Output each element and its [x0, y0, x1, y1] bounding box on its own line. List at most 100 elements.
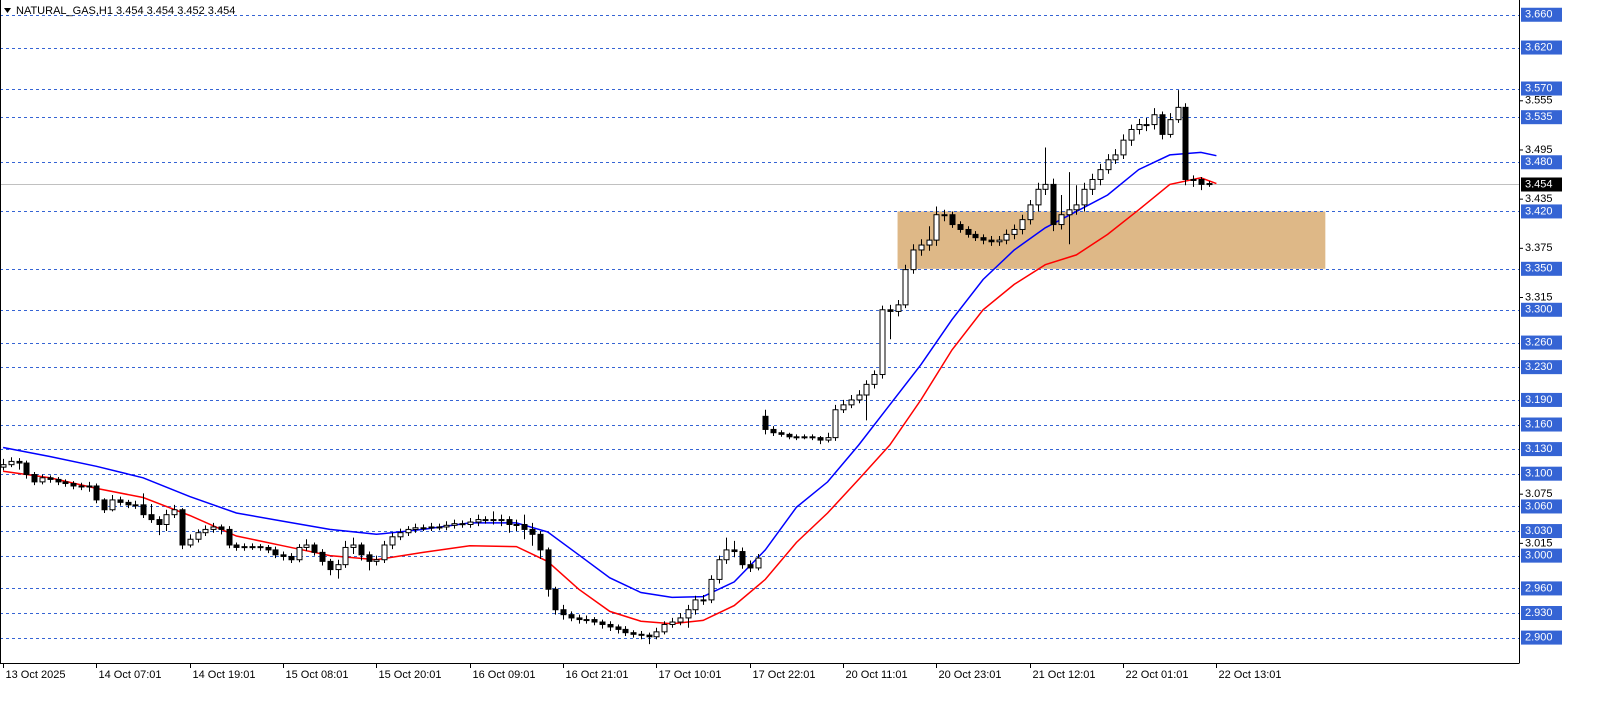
candle-body — [1081, 188, 1088, 206]
candle-body — [311, 544, 318, 553]
x-tick-label: 20 Oct 23:01 — [939, 669, 1002, 681]
candle-body — [949, 214, 956, 226]
candle-body — [241, 546, 248, 549]
candle-body — [1027, 204, 1034, 221]
candle-body — [202, 528, 209, 534]
candle-body — [195, 532, 202, 540]
candle-body — [918, 244, 925, 251]
level-label: 3.000 — [1525, 550, 1553, 562]
candle-body — [498, 519, 505, 522]
level-label-box — [1521, 548, 1562, 563]
y-tick-label: 3.015 — [1525, 537, 1553, 549]
candle-body — [653, 631, 660, 638]
candle-body — [117, 499, 124, 503]
y-tick-label: 3.555 — [1525, 95, 1553, 107]
level-label-box — [1521, 581, 1562, 596]
candle-body — [879, 309, 886, 376]
candle-body — [630, 632, 637, 635]
candle-body — [700, 599, 707, 602]
candle-body — [125, 501, 132, 506]
level-label-box — [1521, 606, 1562, 621]
level-label-box — [1521, 302, 1562, 317]
candle-body — [801, 436, 808, 439]
collapse-icon[interactable] — [4, 8, 11, 13]
level-label-box — [1521, 335, 1562, 350]
candle-body — [163, 514, 170, 525]
candle-body — [187, 538, 194, 546]
level-label: 3.420 — [1525, 205, 1553, 217]
candle-body — [1089, 178, 1096, 190]
candle-body — [1151, 114, 1158, 126]
candle-body — [1058, 214, 1065, 226]
candle-body — [848, 399, 855, 406]
candle-body — [1120, 139, 1127, 156]
candle-body — [723, 549, 730, 561]
candle-body — [716, 559, 723, 580]
candle-body — [972, 233, 979, 239]
candle-body — [1128, 128, 1135, 141]
candle-body — [62, 481, 69, 485]
candle-body — [739, 551, 746, 566]
candle-body — [179, 509, 186, 546]
candle-body — [171, 509, 178, 516]
candle-body — [762, 415, 769, 430]
candle-body — [78, 485, 85, 488]
candle-body — [1198, 178, 1205, 185]
level-label: 3.300 — [1525, 304, 1553, 316]
level-label-box — [1521, 40, 1562, 55]
candle-body — [451, 523, 458, 526]
candle-body — [218, 526, 225, 530]
current-price-box — [1521, 177, 1562, 192]
level-label-box — [1521, 417, 1562, 432]
candle-body — [856, 394, 863, 401]
candle-body — [708, 578, 715, 601]
candle-body — [226, 528, 233, 546]
y-tick-label: 3.075 — [1525, 488, 1553, 500]
candle-body — [1105, 159, 1112, 171]
candle-body — [405, 528, 412, 534]
x-tick-label: 17 Oct 22:01 — [753, 669, 816, 681]
level-label-box — [1521, 392, 1562, 407]
y-tick-label: 3.495 — [1525, 144, 1553, 156]
candle-body — [607, 623, 614, 628]
candle-body — [350, 544, 357, 548]
candle-body — [887, 309, 894, 312]
x-tick-label: 13 Oct 2025 — [6, 669, 66, 681]
candle-body — [436, 526, 443, 529]
candle-body — [583, 619, 590, 622]
zone — [897, 211, 1326, 269]
candle-body — [731, 549, 738, 553]
candle-body — [1143, 124, 1150, 127]
candle-body — [475, 519, 482, 523]
x-tick-label: 22 Oct 13:01 — [1219, 669, 1282, 681]
candle-body — [825, 437, 832, 441]
candle-body — [31, 474, 38, 483]
candle-body — [397, 532, 404, 538]
level-label: 3.480 — [1525, 156, 1553, 168]
candle-body — [335, 564, 342, 571]
candle-body — [529, 528, 536, 535]
candle-body — [319, 551, 326, 562]
candle-body — [638, 633, 645, 636]
level-label: 3.350 — [1525, 263, 1553, 275]
x-tick-label: 16 Oct 21:01 — [566, 669, 629, 681]
candle-body — [1206, 183, 1213, 186]
candle-body — [70, 483, 77, 487]
x-tick-label: 14 Oct 19:01 — [193, 669, 256, 681]
candle-body — [669, 621, 676, 625]
candle-body — [1167, 119, 1174, 135]
level-label: 3.570 — [1525, 82, 1553, 94]
candle-body — [101, 499, 108, 511]
candle-body — [537, 533, 544, 551]
candle-body — [661, 623, 668, 633]
candle-body — [443, 524, 450, 528]
candle-body — [132, 504, 139, 507]
candle-body — [249, 546, 256, 549]
candle-body — [871, 374, 878, 385]
candle-body — [615, 626, 622, 630]
candle-body — [288, 555, 295, 561]
candle-body — [545, 549, 552, 590]
candle-body — [1136, 124, 1143, 130]
candle-body — [86, 485, 93, 488]
